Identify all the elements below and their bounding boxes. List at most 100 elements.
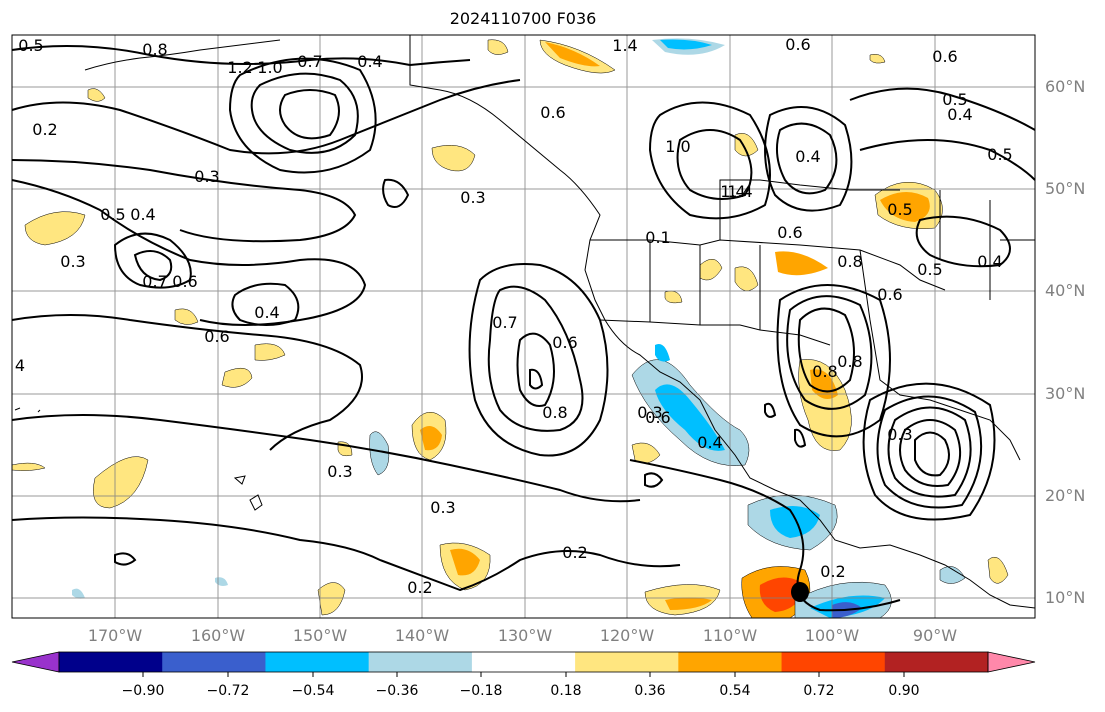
contour-label: 1.2: [227, 58, 252, 77]
contour-label: 0.6: [785, 35, 810, 54]
shaded-fields: [11, 38, 1009, 619]
lat-label-40n: 40°N: [1045, 281, 1086, 300]
lat-label-10n: 10°N: [1045, 588, 1086, 607]
map-background: [12, 35, 1035, 618]
contour-label: 0.3: [637, 403, 662, 422]
colorbar-tick-label: −0.54: [291, 683, 335, 699]
contour-label: 0.1: [645, 228, 670, 247]
lon-label-130w: 130°W: [497, 626, 553, 645]
contour-label: 0.4: [357, 52, 382, 71]
colorbar-tick-label: 0.90: [888, 683, 920, 699]
contour-label: 0.2: [32, 120, 57, 139]
cyclone-center-marker: [791, 582, 809, 602]
colorbar-segment: [781, 652, 886, 672]
shade-patch: [660, 39, 712, 50]
contour-label: 0.6: [877, 285, 902, 304]
colorbar-extend-left: [11, 651, 60, 673]
contour-label: 0.8: [837, 352, 862, 371]
lat-label-20n: 20°N: [1045, 486, 1086, 505]
contour-label: 1.0: [665, 137, 690, 156]
shade-patch: [254, 343, 286, 361]
colorbar: [11, 651, 1036, 677]
graticule: [12, 35, 1035, 618]
contour-label: 0.6: [552, 333, 577, 352]
contour-label: 0.7: [142, 272, 167, 291]
lat-label-30n: 30°N: [1045, 384, 1086, 403]
lon-label-120w: 120°W: [599, 626, 655, 645]
contour-label: 0.5: [987, 145, 1012, 164]
shade-patch: [987, 556, 1009, 584]
contour-label: 0.6: [204, 327, 229, 346]
shade-patch: [221, 367, 253, 388]
shade-patch: [869, 54, 886, 64]
contour-label: 0.5: [100, 205, 125, 224]
shade-patch: [939, 566, 966, 584]
contours: [11, 45, 1036, 612]
colorbar-extend-right: [987, 651, 1036, 673]
lon-label-140w: 140°W: [394, 626, 450, 645]
lon-label-160w: 160°W: [190, 626, 246, 645]
contour-label: 0.8: [542, 403, 567, 422]
shade-patch: [487, 39, 509, 55]
shade-patch: [317, 582, 346, 616]
shade-patch: [72, 588, 85, 599]
colorbar-tick-label: −0.90: [121, 683, 165, 699]
shade-patch: [450, 548, 480, 576]
shade-patch: [655, 384, 725, 451]
contour-label: 0.3: [887, 425, 912, 444]
lon-label-110w: 110°W: [702, 626, 758, 645]
colorbar-tick-label: 0.36: [634, 683, 666, 699]
contour-label: 1.4: [727, 182, 752, 201]
map-title: 2024110700 F036: [449, 9, 597, 28]
contour-label: 1.0: [257, 58, 282, 77]
colorbar-segment: [678, 652, 783, 672]
contour-label: 0.5: [942, 90, 967, 109]
contour-label: 0.8: [812, 362, 837, 381]
lat-label-60n: 60°N: [1045, 77, 1086, 96]
contour-label: 0.6: [645, 408, 670, 427]
contour-label: 0.4: [254, 303, 279, 322]
contour-label: 0.4: [697, 433, 722, 452]
colorbar-tick-label: −0.72: [206, 683, 250, 699]
shade-patch: [734, 266, 759, 291]
colorbar-tick-label: −0.18: [459, 683, 503, 699]
colorbar-segment: [575, 652, 679, 672]
colorbar-segment: [59, 652, 163, 672]
colorbar-segment: [162, 652, 266, 672]
contour-label: 0.8: [142, 40, 167, 59]
lon-label-150w: 150°W: [292, 626, 348, 645]
contour-label: 0.4: [977, 252, 1002, 271]
colorbar-tick-label: −0.36: [375, 683, 419, 699]
shade-patch: [24, 211, 86, 246]
contour-label: 0.3: [194, 167, 219, 186]
contour-label: 0.3: [327, 462, 352, 481]
contour-label: 0.5: [887, 200, 912, 219]
contour-label: 4: [15, 356, 25, 375]
colorbar-segment: [265, 652, 370, 672]
contour-label: 0.5: [917, 260, 942, 279]
shade-patch: [665, 597, 712, 610]
contour-label: 0.5: [18, 36, 43, 55]
shade-patch: [369, 431, 390, 476]
shade-patch: [93, 456, 149, 509]
contour-label: 0.6: [172, 272, 197, 291]
coastlines: [14, 35, 1036, 609]
colorbar-tick-label: 0.72: [803, 683, 835, 699]
contour-label: 0.3: [60, 252, 85, 271]
contour-label: 0.2: [407, 578, 432, 597]
lon-label-170w: 170°W: [87, 626, 143, 645]
contour-labels: 0.5 0.8 1.41.2 1.0 0.7 0.40.20.30.60.5 0.40.30…: [15, 35, 1013, 597]
shade-patch: [545, 42, 600, 67]
contour-label: 0.7: [297, 52, 322, 71]
shade-patch: [880, 191, 930, 222]
colorbar-segment: [368, 652, 473, 672]
contour-label: 0.3: [460, 188, 485, 207]
colorbar-tick-label: 0.54: [719, 683, 751, 699]
map-frame: [11, 34, 1036, 619]
contour-label: 0.7: [492, 313, 517, 332]
contour-label: 0.4: [947, 105, 972, 124]
shade-patch: [734, 133, 759, 157]
shade-patch: [420, 426, 442, 451]
contour-label: 0.2: [820, 562, 845, 581]
